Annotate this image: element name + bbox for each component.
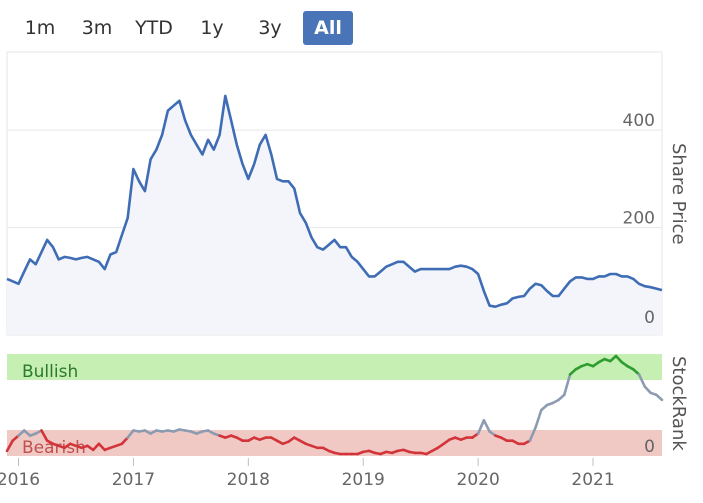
x-tick-label: 2021 [571, 470, 614, 490]
stockrank-segment [476, 418, 486, 435]
range-all-button[interactable]: All [303, 11, 353, 45]
range-ytd-button[interactable]: YTD [135, 17, 173, 39]
stockrank-segment [91, 442, 101, 452]
price-area-fill [7, 95, 662, 336]
price-tick-label: 0 [644, 308, 655, 328]
stockrank-segment [40, 429, 49, 443]
price-axis-title: Share Price [668, 143, 689, 245]
stockrank-line [5, 354, 664, 456]
stockrank-segment [482, 418, 491, 433]
stockrank-segment [5, 439, 14, 453]
stockrank-segment [120, 436, 129, 446]
stockrank-segment [614, 354, 624, 364]
rank-tick-label: 0 [644, 437, 655, 457]
rank-tick-labels: 0 [644, 437, 655, 457]
price-tick-label: 400 [623, 111, 655, 131]
stockrank-segment [528, 426, 537, 443]
range-selector: 1m 3m YTD 1y 3y All [0, 0, 703, 52]
price-tick-labels: 0 200 400 [623, 111, 655, 328]
x-axis: 2016 2017 2018 2019 2020 2021 [0, 458, 615, 490]
stockrank-segment [126, 429, 135, 439]
price-tick-label: 200 [623, 209, 655, 229]
range-1y-button[interactable]: 1y [200, 17, 224, 39]
x-tick-label: 2017 [112, 470, 155, 490]
range-3m-button[interactable]: 3m [81, 17, 113, 39]
x-tick-label: 2020 [457, 470, 500, 490]
bullish-band-label: Bullish [22, 362, 78, 382]
stockrank-segment [643, 385, 652, 395]
stockrank-segment [562, 373, 572, 397]
rank-axis-title: StockRank [668, 356, 689, 451]
stockrank-segment [637, 373, 647, 388]
range-1m-button[interactable]: 1m [24, 17, 56, 39]
price-gridlines [7, 129, 662, 229]
x-tick-label: 2018 [227, 470, 270, 490]
x-tick-label: 2016 [0, 470, 40, 490]
bearish-band-label: Bearish [22, 438, 86, 458]
price-line [6, 94, 663, 308]
bullish-band [7, 354, 662, 380]
range-3y-button[interactable]: 3y [258, 17, 282, 39]
stockrank-segment [534, 408, 543, 429]
x-tick-label: 2019 [342, 470, 385, 490]
stockrank-segment [97, 442, 106, 452]
stockrank-segment [654, 393, 664, 402]
